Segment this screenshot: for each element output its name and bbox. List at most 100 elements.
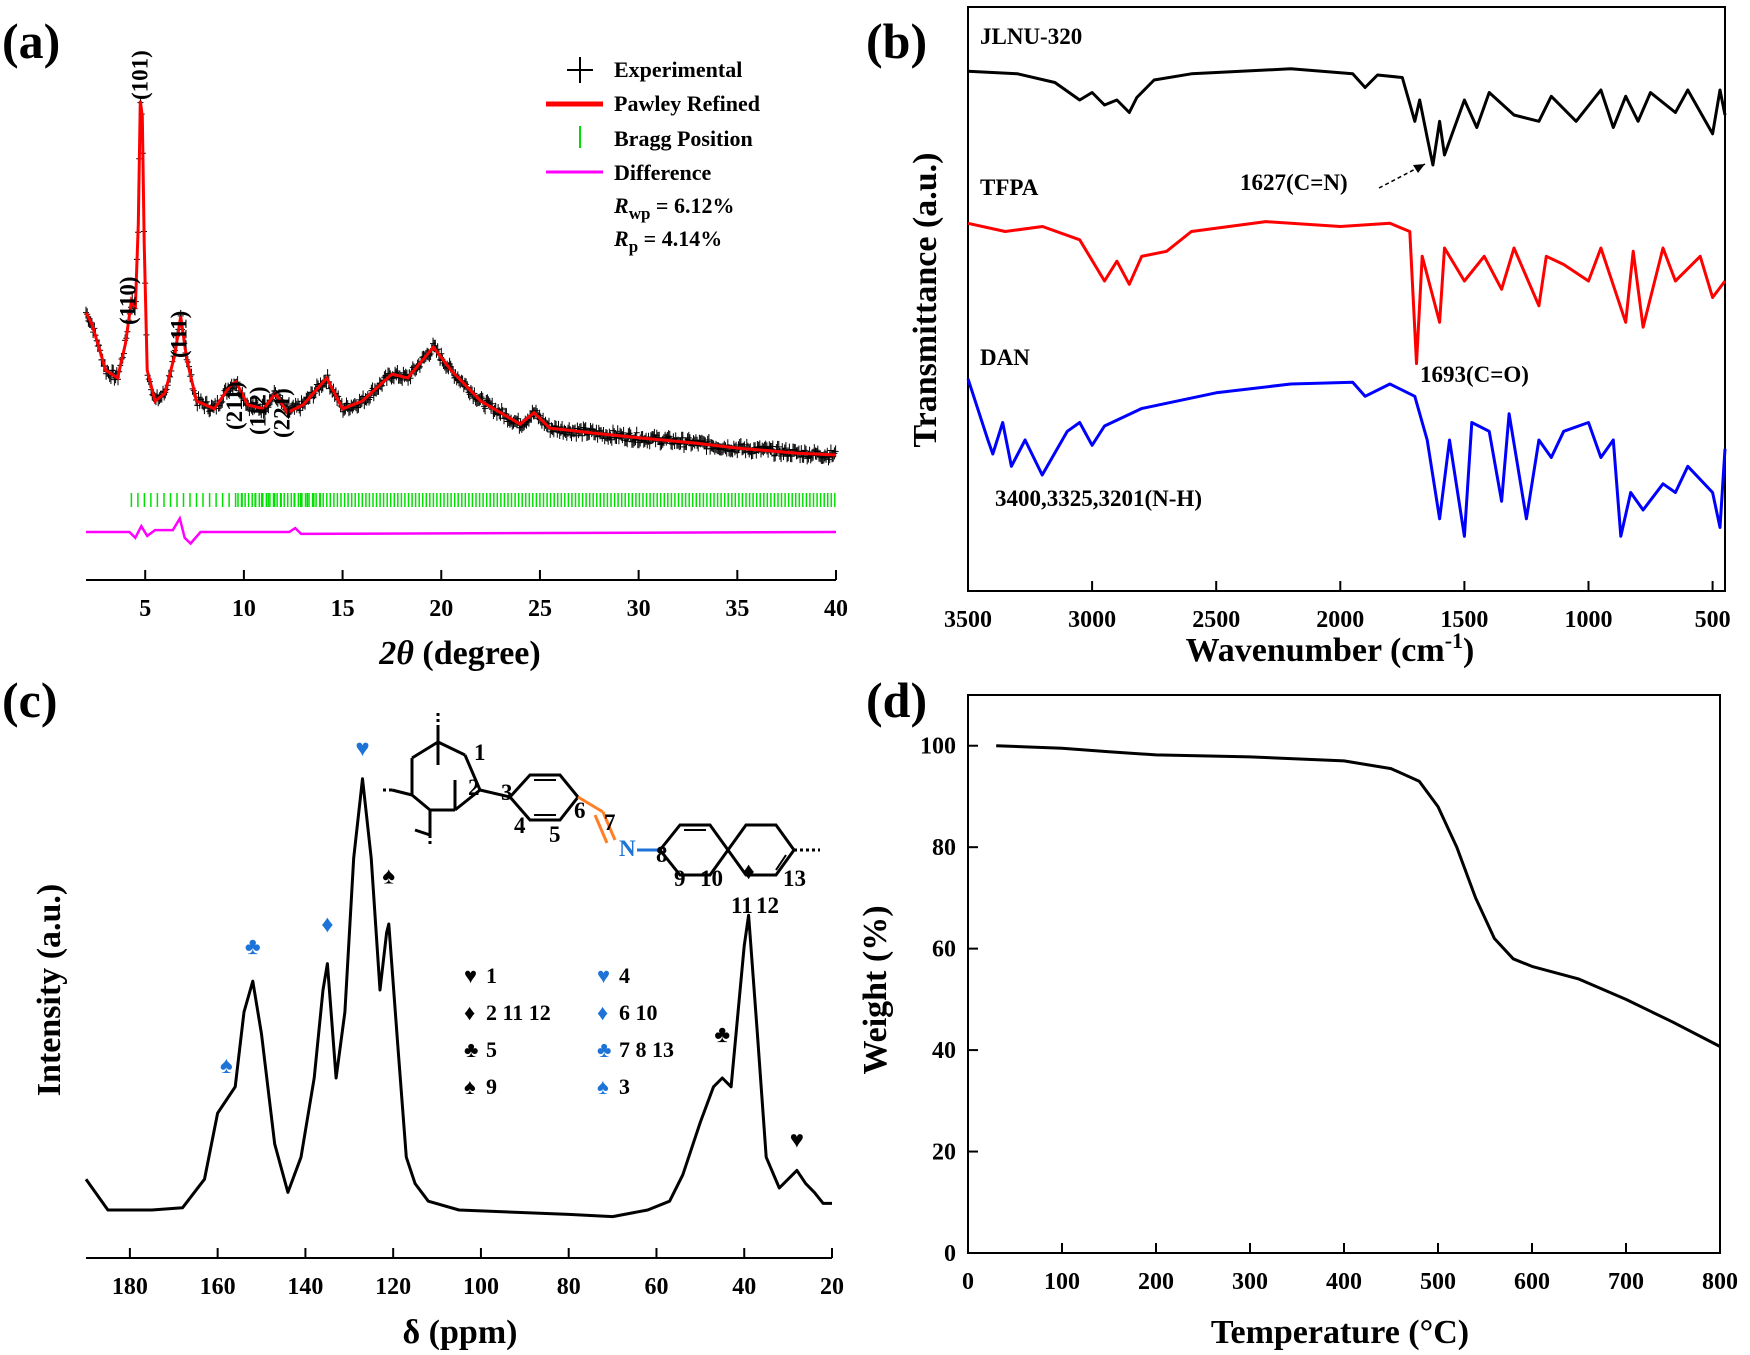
x-tick-label: 2500 <box>1192 607 1240 633</box>
y-axis-label-c: Intensity (a.u.) <box>31 884 68 1097</box>
svg-text:7: 7 <box>604 810 616 835</box>
peak-marker: ♣ <box>245 934 261 960</box>
x-tick-label: 10 <box>232 596 256 622</box>
svg-text:6: 6 <box>574 798 586 823</box>
annotation-1627: 1627(C=N) <box>1240 170 1348 195</box>
annotation-1693: 1693(C=O) <box>1420 362 1529 387</box>
panel-d: (d) 0 100 200 300 400 500 600 700 800 0 20 40 60 80 10… <box>857 672 1738 1351</box>
peak-label: (112) <box>246 386 271 435</box>
x-tick-label: 60 <box>644 1274 668 1300</box>
annotation-nh: 3400,3325,3201(N-H) <box>995 486 1202 511</box>
series-label-dan: DAN <box>980 345 1030 370</box>
x-tick-label: 1000 <box>1564 607 1612 633</box>
nmr-series <box>84 777 832 1219</box>
legend-symbol: ♠ <box>464 1074 476 1099</box>
peak-marker: ♠ <box>382 864 395 890</box>
legend-text: 7 8 13 <box>619 1037 674 1062</box>
x-tick-label: 180 <box>112 1274 148 1300</box>
x-tick-label: 3500 <box>944 607 992 633</box>
x-axis-label-a: 2θ (degree) <box>378 635 540 672</box>
legend-rp: Rp = 4.14% <box>613 226 722 256</box>
x-tick-label: 140 <box>287 1274 323 1300</box>
x-axis-b: 3500 3000 2500 2000 1500 1000 500 <box>944 581 1731 633</box>
peak-label: (221) <box>269 388 294 438</box>
peak-label: (110) <box>115 276 140 325</box>
experimental-series <box>83 96 839 466</box>
difference-series <box>86 515 837 546</box>
x-tick-label: 500 <box>1420 1269 1456 1295</box>
bragg-ticks <box>130 493 836 507</box>
legend-symbol: ♣ <box>464 1037 478 1062</box>
y-tick-label: 20 <box>932 1140 956 1166</box>
legend-symbol: ♥ <box>464 963 477 988</box>
frame-d <box>967 694 1721 1254</box>
bragg-positions <box>130 493 836 507</box>
x-tick-label: 5 <box>139 596 151 622</box>
svg-text:12: 12 <box>756 893 779 918</box>
panel-a: (a) (110) (101) (111) (211)(112)(221) 5 10 15… <box>2 13 848 672</box>
y-axis-label-b: Transmittance (a.u.) <box>907 153 944 448</box>
legend-text: 4 <box>619 963 630 988</box>
legend-symbol: ♦ <box>597 1000 608 1025</box>
panel-label-b: (b) <box>866 13 927 69</box>
panel-label-d: (d) <box>866 672 927 728</box>
svg-text:4: 4 <box>514 813 526 838</box>
y-tick-label: 0 <box>944 1241 956 1267</box>
x-axis-c: 180 160 140 120 100 80 60 40 20 <box>86 1248 844 1300</box>
panel-label-c: (c) <box>2 672 58 728</box>
ir-chart <box>966 67 1727 538</box>
legend-text: 5 <box>486 1037 497 1062</box>
x-tick-label: 500 <box>1695 607 1731 633</box>
x-tick-label: 20 <box>820 1274 844 1300</box>
x-tick-label: 800 <box>1702 1269 1738 1295</box>
x-tick-label: 160 <box>200 1274 236 1300</box>
legend-bragg: Bragg Position <box>614 126 753 151</box>
assignment-legend: ♥ 1 ♦ 2 11 12 ♣ 5 ♠ 9 ♥ 4 ♦ 6 10 ♣ 7 8 13 ♠ 3 <box>464 963 674 1099</box>
legend-text: 2 11 12 <box>486 1000 551 1025</box>
series-label-jlnu: JLNU-320 <box>980 24 1082 49</box>
annotation-1627-arrowhead <box>1413 164 1425 173</box>
svg-text:2: 2 <box>468 775 480 800</box>
panel-c: (c) ♠ ♣ ♦ ♥ ♠ ♣ ♦ ♥ 180 160 140 120 100 80 60 40 20 Int… <box>2 672 844 1351</box>
panel-label-a: (a) <box>2 13 60 69</box>
x-axis-label-c: δ (ppm) <box>403 1314 518 1351</box>
legend-text: 6 10 <box>619 1000 658 1025</box>
peak-label: (111) <box>167 311 192 358</box>
x-tick-label: 1500 <box>1440 607 1488 633</box>
legend-symbol: ♦ <box>464 1000 475 1025</box>
peak-marker: ♥ <box>355 736 369 762</box>
x-tick-label: 600 <box>1514 1269 1550 1295</box>
pawley-chart <box>83 96 839 546</box>
pawley-series <box>84 100 837 457</box>
x-tick-label: 80 <box>557 1274 581 1300</box>
legend-text: 1 <box>486 963 497 988</box>
series-tfpa <box>967 220 1727 365</box>
panel-b: (b) 3500 3000 2500 2000 1500 1000 500 JLNU-320… <box>866 6 1731 669</box>
chemical-structure <box>380 712 820 877</box>
x-axis-a: 5 10 15 20 25 30 35 40 <box>86 570 848 622</box>
svg-text:11: 11 <box>731 893 753 918</box>
svg-text:13: 13 <box>783 866 806 891</box>
peak-label: (211) <box>222 381 247 430</box>
legend-symbol: ♠ <box>597 1074 609 1099</box>
peak-marker: ♣ <box>714 1022 730 1048</box>
x-tick-label: 25 <box>528 596 552 622</box>
x-tick-label: 15 <box>331 596 355 622</box>
x-tick-label: 35 <box>725 596 749 622</box>
legend-text: 9 <box>486 1074 497 1099</box>
legend-pawley: Pawley Refined <box>614 91 760 116</box>
svg-text:1: 1 <box>474 740 486 765</box>
peak-marker: ♦ <box>742 859 754 885</box>
peak-marker: ♦ <box>321 912 333 938</box>
y-tick-label: 100 <box>920 734 956 760</box>
peak-markers: ♠ ♣ ♦ ♥ ♠ ♣ ♦ ♥ <box>220 736 804 1154</box>
svg-text:9: 9 <box>674 866 686 891</box>
svg-text:N: N <box>619 836 636 861</box>
svg-text:5: 5 <box>549 822 561 847</box>
legend-text: 3 <box>619 1074 630 1099</box>
axes-d: 0 100 200 300 400 500 600 700 800 0 20 40 60 80 100 <box>920 734 1738 1295</box>
legend-a: Experimental Pawley Refined Bragg Positi… <box>546 57 760 256</box>
x-tick-label: 120 <box>375 1274 411 1300</box>
legend-experimental-marker <box>567 57 593 83</box>
x-tick-label: 2000 <box>1316 607 1364 633</box>
